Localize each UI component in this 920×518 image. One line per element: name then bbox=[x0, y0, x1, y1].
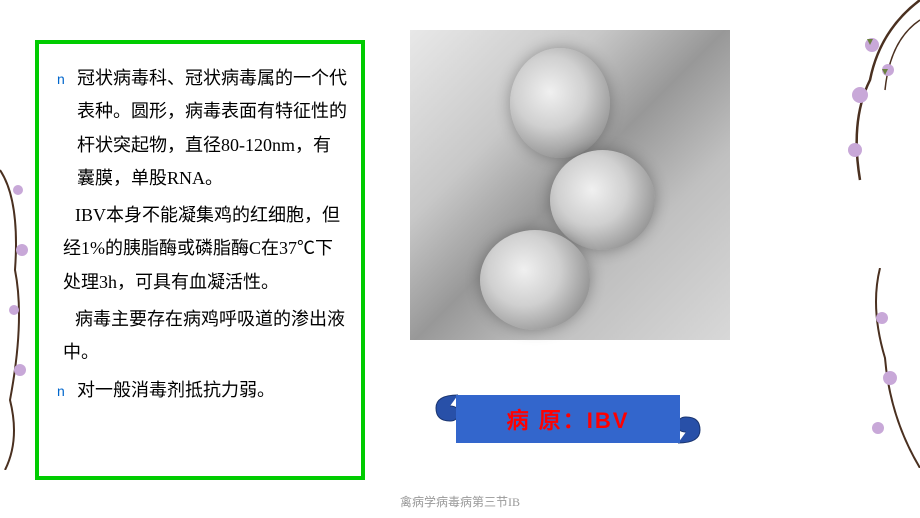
paragraph-2: IBV本身不能凝集鸡的红细胞，但经1%的胰脂酶或磷脂酶C在37℃下处理3h，可具… bbox=[53, 199, 347, 299]
banner-body: 病 原：IBV bbox=[458, 395, 678, 443]
paragraph-1: 冠状病毒科、冠状病毒属的一个代表种。圆形，病毒表面有特征性的杆状突起物，直径80… bbox=[53, 62, 347, 195]
paragraph-3: 病毒主要存在病鸡呼吸道的渗出液中。 bbox=[53, 303, 347, 370]
pathogen-banner: 病 原：IBV bbox=[428, 388, 708, 450]
content-text-box: 冠状病毒科、冠状病毒属的一个代表种。圆形，病毒表面有特征性的杆状突起物，直径80… bbox=[35, 40, 365, 480]
banner-text: 病 原：IBV bbox=[507, 403, 630, 435]
virus-micrograph bbox=[410, 30, 730, 340]
virus-particle-2 bbox=[550, 150, 655, 250]
paragraph-4: 对一般消毒剂抵抗力弱。 bbox=[53, 374, 347, 407]
branch-decoration-right-top bbox=[800, 0, 920, 200]
scroll-curl-right-icon bbox=[670, 388, 708, 450]
branch-decoration-right-bottom bbox=[820, 268, 920, 468]
slide-footer: 禽病学病毒病第三节IB bbox=[0, 493, 920, 510]
virus-particle-1 bbox=[510, 48, 610, 158]
virus-particle-3 bbox=[480, 230, 590, 330]
